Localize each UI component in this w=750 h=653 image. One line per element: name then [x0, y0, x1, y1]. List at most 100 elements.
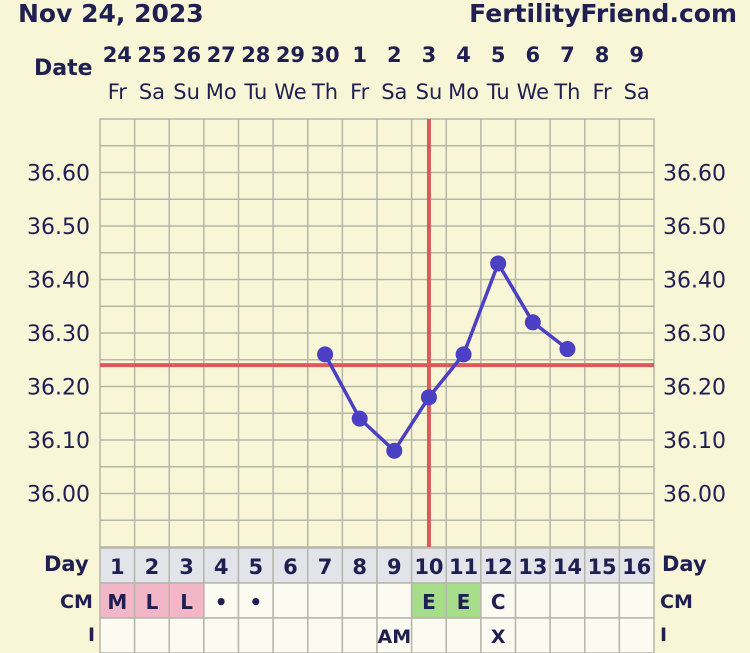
cm-cell — [584, 582, 621, 619]
date-label: 7 — [560, 43, 575, 67]
intercourse-cell — [307, 617, 344, 653]
day-number: 14 — [553, 555, 582, 579]
site-name: FertilityFriend.com — [469, 0, 737, 28]
y-tick-left: 36.10 — [27, 429, 90, 454]
cm-cell — [341, 582, 378, 619]
y-tick-left: 36.30 — [27, 322, 90, 347]
y-tick-left: 36.60 — [27, 162, 90, 187]
temperature-point — [420, 389, 437, 406]
day-cell — [307, 547, 344, 584]
day-number: 12 — [484, 555, 513, 579]
y-tick-right: 36.20 — [663, 376, 726, 401]
date-label: 4 — [456, 43, 471, 67]
cm-label-right: CM — [660, 591, 693, 613]
y-tick-right: 36.10 — [663, 429, 726, 454]
y-tick-right: 36.30 — [663, 322, 726, 347]
y-tick-left: 36.20 — [27, 376, 90, 401]
weekday-label: Sa — [624, 80, 650, 104]
weekday-label: Fr — [108, 80, 128, 104]
weekday-label: Mo — [206, 80, 237, 104]
date-label: 5 — [491, 43, 506, 67]
temperature-point — [317, 346, 334, 363]
cm-cell — [203, 582, 240, 619]
chart-date: Nov 24, 2023 — [18, 0, 204, 28]
weekday-label: Th — [553, 80, 580, 104]
y-tick-left: 36.00 — [27, 483, 90, 508]
cm-cell — [272, 582, 309, 619]
day-cell — [618, 547, 655, 584]
weekday-label: Tu — [486, 80, 510, 104]
cm-value: E — [457, 590, 471, 614]
day-label-right: Day — [662, 552, 707, 576]
cm-cell — [99, 582, 136, 619]
day-number: 5 — [249, 555, 264, 579]
day-number: 10 — [414, 555, 443, 579]
day-number: 6 — [283, 555, 298, 579]
day-number: 15 — [587, 555, 616, 579]
date-label: 1 — [352, 43, 367, 67]
cm-value: M — [107, 590, 127, 614]
intercourse-cell — [445, 617, 482, 653]
day-number: 11 — [449, 555, 478, 579]
day-number: 9 — [387, 555, 402, 579]
weekday-label: Su — [173, 80, 200, 104]
temperature-point — [559, 341, 576, 358]
date-row-label: Date — [34, 56, 93, 81]
day-label-left: Day — [44, 552, 89, 576]
intercourse-cell — [203, 617, 240, 653]
day-cell — [480, 547, 517, 584]
date-label: 28 — [241, 43, 270, 67]
day-cell — [445, 547, 482, 584]
weekday-label: Fr — [592, 80, 612, 104]
temperature-point — [490, 255, 507, 272]
date-label: 30 — [310, 43, 339, 67]
date-label: 9 — [629, 43, 644, 67]
date-label: 27 — [207, 43, 236, 67]
y-tick-left: 36.50 — [27, 215, 90, 240]
y-tick-right: 36.40 — [663, 269, 726, 294]
cm-label-left: CM — [60, 591, 93, 613]
cm-cell — [549, 582, 586, 619]
intercourse-cell — [272, 617, 309, 653]
intercourse-cell — [549, 617, 586, 653]
intercourse-cell — [480, 617, 517, 653]
cm-value: L — [180, 590, 193, 614]
cm-cell — [618, 582, 655, 619]
date-label: 6 — [526, 43, 541, 67]
intercourse-cell — [618, 617, 655, 653]
temperature-point — [351, 410, 368, 427]
day-number: 7 — [318, 555, 333, 579]
day-number: 8 — [352, 555, 367, 579]
intercourse-label-right: I — [660, 624, 667, 646]
y-tick-right: 36.00 — [663, 483, 726, 508]
y-axis-labels: 36.60 36.60 36.50 36.50 36.40 36.40 36.30 36.30… — [27, 162, 726, 508]
weekday-label: Mo — [448, 80, 479, 104]
day-number: 16 — [622, 555, 651, 579]
temperature-point — [524, 314, 541, 331]
date-label: 25 — [137, 43, 166, 67]
intercourse-cell — [133, 617, 170, 653]
intercourse-cell — [168, 617, 205, 653]
weekday-label: We — [517, 80, 549, 104]
weekday-label: Sa — [381, 80, 407, 104]
weekday-label: Sa — [139, 80, 165, 104]
y-tick-right: 36.60 — [663, 162, 726, 187]
cm-cell — [307, 582, 344, 619]
day-number: 3 — [179, 555, 194, 579]
temperature-point — [455, 346, 472, 363]
day-cell — [133, 547, 170, 584]
cm-value: L — [146, 590, 159, 614]
reference-lines — [100, 119, 654, 547]
cm-cell — [168, 582, 205, 619]
intercourse-cell — [584, 617, 621, 653]
date-label: 26 — [172, 43, 201, 67]
date-label: 24 — [103, 43, 132, 67]
temperature-point — [386, 442, 403, 459]
cm-cell — [376, 582, 413, 619]
date-label: 3 — [422, 43, 437, 67]
intercourse-cell — [410, 617, 447, 653]
weekday-label: We — [274, 80, 306, 104]
day-number: 2 — [145, 555, 160, 579]
chart-grid — [99, 118, 655, 548]
